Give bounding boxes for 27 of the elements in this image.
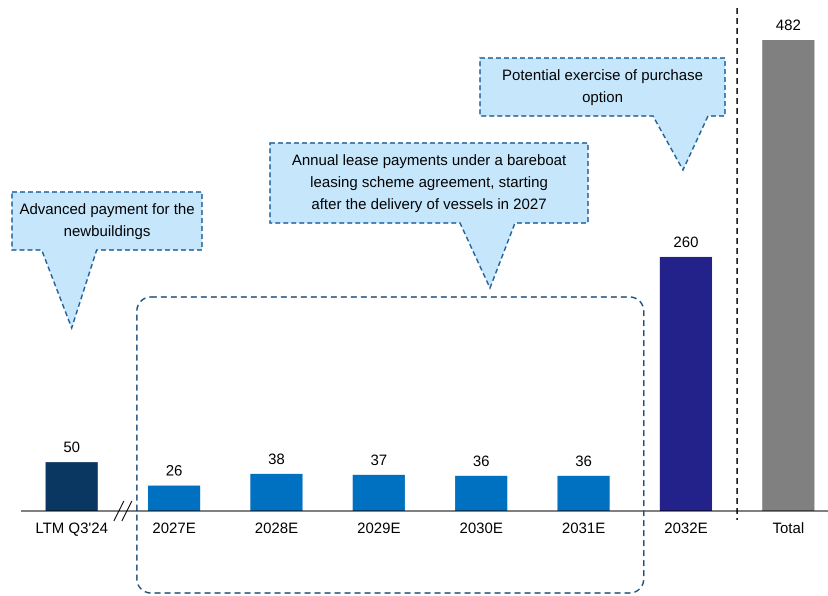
data-label: 50 (63, 439, 80, 456)
bar (660, 256, 712, 511)
annotation: Advanced payment for the newbuildings (19, 201, 195, 240)
data-label: 38 (268, 450, 285, 468)
bar (148, 486, 200, 511)
annotation: Potential exercise of purchase option (502, 67, 703, 106)
x-tick-label: 2029E (357, 520, 400, 537)
x-tick-label: 2031E (562, 520, 606, 537)
data-label: 37 (370, 452, 388, 469)
bar (762, 40, 814, 511)
x-tick-label: Total (772, 520, 804, 537)
x-tick-label: 2030E (460, 520, 503, 537)
bar (557, 476, 610, 511)
bar (455, 476, 508, 511)
bar (46, 462, 98, 511)
data-label: 260 (673, 234, 698, 251)
data-label: 36 (575, 452, 592, 470)
x-tick-label: 2032E (664, 520, 708, 537)
x-tick-label: LTM Q3'24 (35, 520, 108, 537)
data-label: 36 (472, 452, 490, 470)
bar (250, 474, 303, 511)
x-tick-label: 2028E (254, 520, 298, 537)
data-label: 26 (166, 462, 182, 480)
bar (352, 474, 405, 511)
x-tick-label: 2027E (152, 520, 196, 537)
data-label: 482 (776, 17, 801, 34)
annotation: Annual lease payments under a bareboat leasing scheme agreement, starting after the delivery of vessels in 2027 (292, 152, 568, 213)
